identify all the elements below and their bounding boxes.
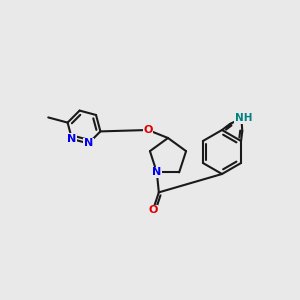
Text: N: N	[152, 167, 161, 177]
Text: NH: NH	[235, 113, 252, 123]
Text: O: O	[143, 125, 153, 135]
Text: N: N	[68, 134, 76, 144]
Text: O: O	[148, 206, 158, 215]
Text: N: N	[84, 138, 93, 148]
